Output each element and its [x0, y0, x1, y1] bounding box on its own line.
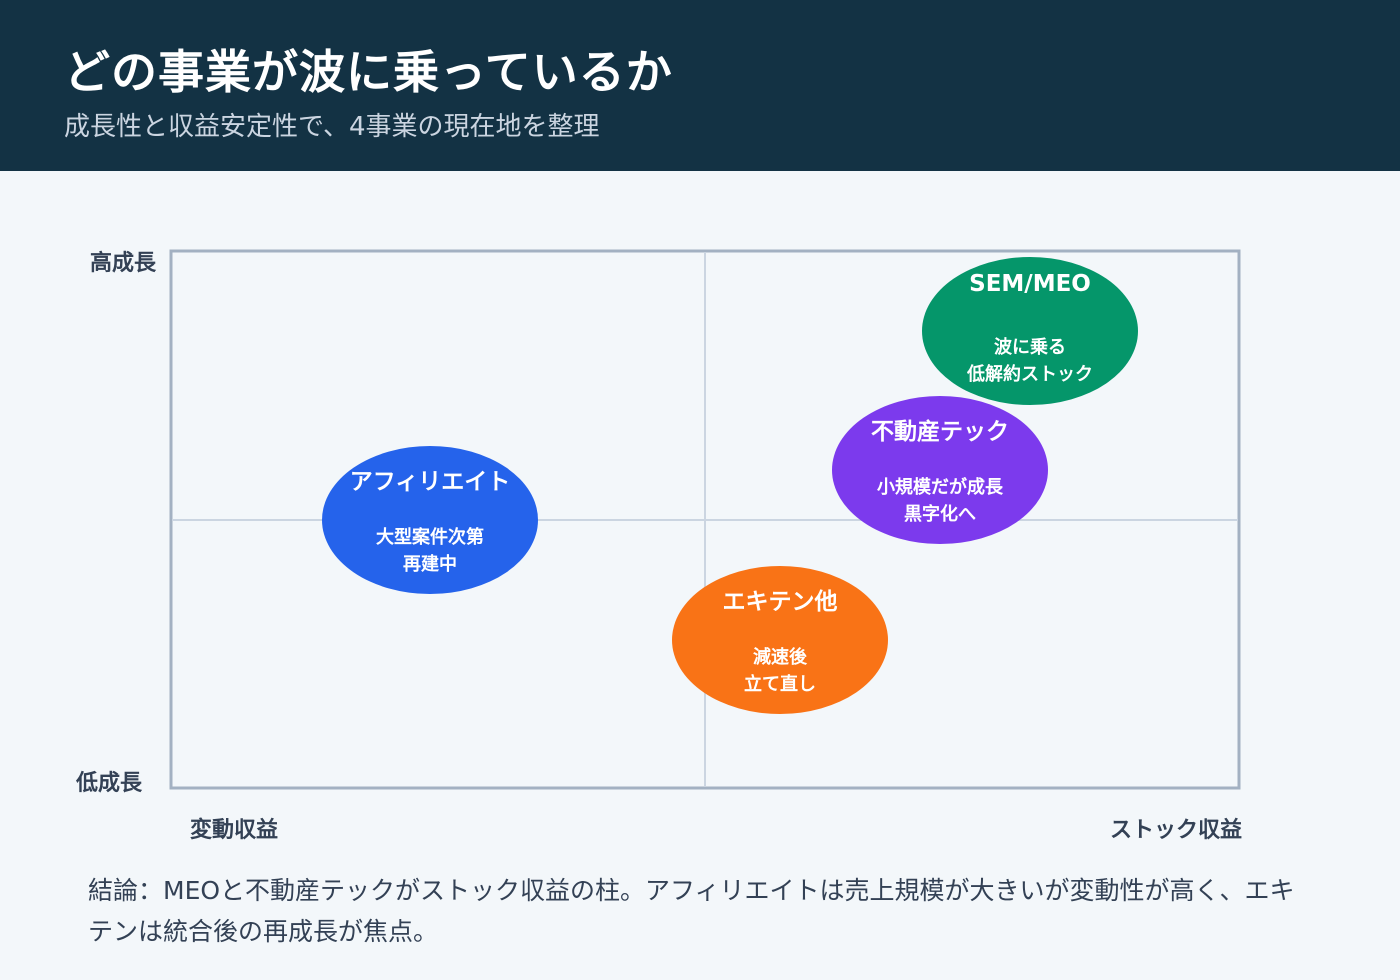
bubble-affiliate-shape	[322, 446, 538, 594]
y-axis-high-label: 高成長	[90, 251, 157, 276]
bubble-name: エキテン他	[722, 589, 838, 615]
page-title: どの事業が波に乗っているか	[64, 45, 673, 99]
bubble-note: 黒字化へ	[904, 504, 976, 525]
plot-frame	[169, 249, 1241, 790]
bubble-note: 波に乗る	[994, 337, 1066, 358]
y-axis-low-label: 低成長	[76, 771, 143, 796]
x-axis-left-label: 変動収益	[190, 818, 279, 843]
bubble-note: 立て直し	[744, 674, 816, 695]
bubble-ekiten-shape	[672, 566, 888, 714]
bubble-name: SEM/MEO	[969, 271, 1091, 297]
bubble-note: 再建中	[403, 554, 457, 575]
bubble-sem-meo-shape	[922, 257, 1138, 405]
bubble-realestate-tech: 不動産テック 小規模だが成長 黒字化へ	[832, 396, 1048, 544]
bubble-sem-meo: SEM/MEO 波に乗る 低解約ストック	[922, 257, 1138, 405]
bubble-note: 小規模だが成長	[877, 477, 1003, 498]
conclusion-text: 結論：MEOと不動産テックがストック収益の柱。アフィリエイトは売上規模が大きいが…	[88, 876, 1295, 946]
bubble-note: 低解約ストック	[967, 364, 1093, 385]
page-subtitle: 成長性と収益安定性で、4事業の現在地を整理	[64, 112, 600, 142]
bubble-ekiten: エキテン他 減速後 立て直し	[672, 566, 888, 714]
bubble-name: 不動産テック	[871, 419, 1009, 445]
bubble-name: アフィリエイト	[349, 469, 511, 495]
bubble-realestate-tech-shape	[832, 396, 1048, 544]
x-axis-right-label: ストック収益	[1110, 818, 1243, 843]
bubble-note: 大型案件次第	[376, 527, 484, 548]
header: どの事業が波に乗っているか 成長性と収益安定性で、4事業の現在地を整理	[0, 0, 1400, 171]
bubble-affiliate: アフィリエイト 大型案件次第 再建中	[322, 446, 538, 594]
bubble-note: 減速後	[753, 647, 807, 668]
